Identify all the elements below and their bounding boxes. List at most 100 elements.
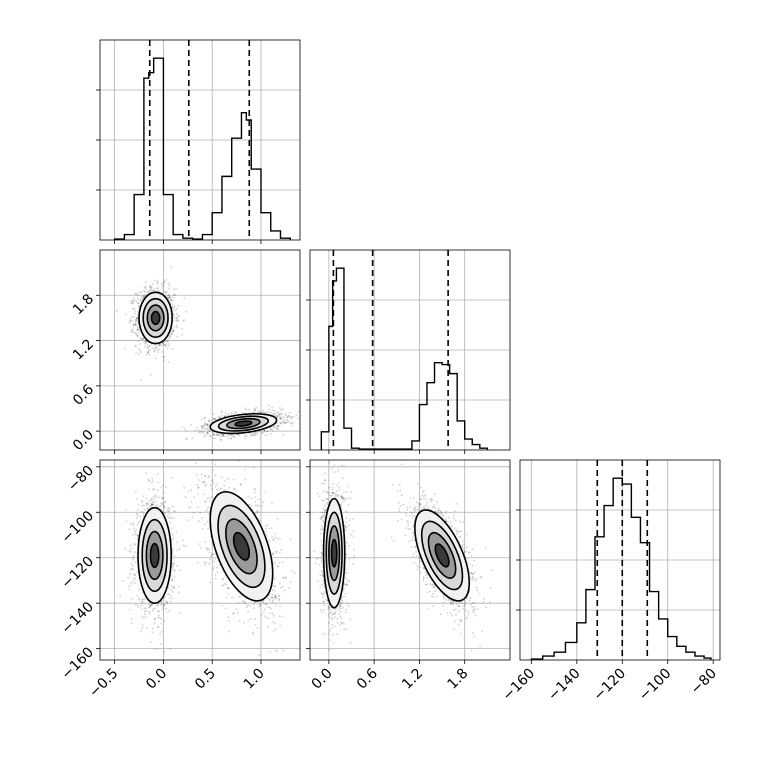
sample-point bbox=[131, 522, 134, 525]
sample-point bbox=[170, 527, 173, 530]
sample-point bbox=[259, 603, 262, 606]
sample-point bbox=[205, 561, 208, 564]
sample-point bbox=[136, 534, 139, 537]
sample-point bbox=[150, 502, 152, 505]
sample-point bbox=[211, 552, 214, 555]
sample-point bbox=[214, 463, 216, 466]
sample-point bbox=[172, 517, 175, 520]
sample-point bbox=[233, 488, 236, 490]
sample-point bbox=[272, 409, 274, 412]
sample-point bbox=[160, 282, 163, 285]
sample-point bbox=[148, 606, 150, 609]
sample-point bbox=[173, 306, 176, 309]
x-tick-label: −80 bbox=[688, 666, 720, 698]
sample-point bbox=[229, 433, 231, 436]
sample-point bbox=[157, 496, 160, 499]
sample-point bbox=[266, 430, 269, 433]
sample-point bbox=[267, 404, 270, 407]
sample-point bbox=[208, 500, 211, 502]
sample-point bbox=[139, 378, 142, 381]
sample-point bbox=[151, 603, 154, 606]
sample-point bbox=[168, 335, 171, 337]
sample-point bbox=[167, 282, 170, 285]
sample-point bbox=[129, 544, 132, 547]
sample-point bbox=[145, 610, 148, 613]
sample-point bbox=[142, 511, 145, 513]
sample-point bbox=[279, 422, 282, 425]
sample-point bbox=[134, 531, 137, 534]
sample-point bbox=[226, 587, 229, 589]
sample-point bbox=[222, 434, 224, 437]
sample-point bbox=[276, 425, 279, 427]
sample-point bbox=[166, 339, 169, 342]
sample-point bbox=[136, 604, 139, 607]
sample-point bbox=[158, 505, 161, 508]
sample-point bbox=[144, 281, 147, 284]
sample-point bbox=[253, 408, 256, 411]
sample-point bbox=[160, 486, 163, 489]
sample-point bbox=[194, 429, 197, 432]
sample-point bbox=[167, 294, 170, 297]
sample-point bbox=[210, 421, 212, 424]
contour-1-0 bbox=[209, 412, 278, 435]
sample-point bbox=[271, 429, 274, 432]
sample-point bbox=[128, 608, 131, 611]
sample-point bbox=[148, 505, 151, 508]
sample-point bbox=[174, 293, 176, 296]
sample-point bbox=[273, 589, 276, 592]
sample-point bbox=[284, 577, 287, 580]
sample-point bbox=[131, 564, 134, 567]
sample-point bbox=[130, 547, 133, 550]
sample-point bbox=[143, 290, 146, 293]
sample-point bbox=[161, 342, 164, 345]
sample-point bbox=[163, 344, 166, 347]
sample-point bbox=[193, 496, 196, 499]
sample-point bbox=[156, 279, 159, 282]
sample-point bbox=[164, 291, 167, 294]
sample-point bbox=[265, 411, 268, 414]
sample-point bbox=[219, 433, 222, 436]
sample-point bbox=[172, 330, 175, 333]
sample-point bbox=[276, 424, 279, 427]
sample-point bbox=[198, 520, 200, 523]
sample-point bbox=[131, 329, 133, 332]
sample-point bbox=[255, 406, 258, 409]
sample-point bbox=[235, 411, 238, 414]
sample-point bbox=[200, 547, 203, 550]
sample-point bbox=[131, 319, 134, 322]
sample-point bbox=[146, 503, 149, 506]
sample-point bbox=[232, 413, 235, 415]
sample-point bbox=[161, 496, 164, 499]
sample-point bbox=[282, 649, 285, 652]
sample-point bbox=[278, 598, 281, 600]
sample-point bbox=[204, 421, 206, 424]
sample-point bbox=[184, 437, 187, 440]
sample-point bbox=[175, 320, 178, 323]
sample-point bbox=[157, 625, 160, 628]
x-tick-label: −140 bbox=[545, 666, 584, 705]
sample-point bbox=[214, 437, 216, 440]
sample-point bbox=[125, 509, 127, 511]
sample-point bbox=[168, 593, 170, 595]
sample-point bbox=[152, 503, 155, 506]
sample-point bbox=[132, 556, 135, 559]
sample-point bbox=[262, 432, 265, 434]
sample-point bbox=[171, 577, 174, 580]
sample-point bbox=[161, 630, 164, 633]
sample-point bbox=[157, 610, 160, 612]
sample-point bbox=[273, 425, 276, 428]
sample-point bbox=[173, 575, 176, 578]
sample-point bbox=[278, 414, 280, 416]
sample-point bbox=[252, 603, 255, 606]
sample-point bbox=[152, 499, 154, 501]
sample-point bbox=[223, 435, 225, 438]
sample-point bbox=[154, 497, 157, 500]
sample-point bbox=[141, 602, 144, 604]
sample-point bbox=[234, 410, 236, 413]
sample-point bbox=[282, 408, 284, 411]
sample-point bbox=[171, 330, 174, 333]
sample-point bbox=[225, 607, 227, 610]
sample-point bbox=[144, 287, 147, 290]
sample-point bbox=[258, 498, 261, 501]
sample-point bbox=[150, 497, 153, 500]
